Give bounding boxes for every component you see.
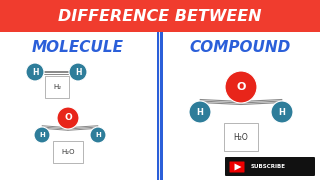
Circle shape <box>189 101 211 123</box>
Circle shape <box>271 101 293 123</box>
Bar <box>157 32 159 180</box>
Bar <box>161 32 163 180</box>
Bar <box>0 32 157 180</box>
Text: H₂O: H₂O <box>234 132 248 141</box>
FancyBboxPatch shape <box>229 161 244 172</box>
Circle shape <box>57 107 79 129</box>
Text: MOLECULE: MOLECULE <box>32 39 124 55</box>
Text: H: H <box>196 107 204 116</box>
Text: H: H <box>95 132 101 138</box>
Text: H₂O: H₂O <box>61 149 75 155</box>
Text: O: O <box>236 82 246 92</box>
FancyBboxPatch shape <box>225 157 315 176</box>
Circle shape <box>225 71 257 103</box>
Bar <box>0 0 320 32</box>
Text: H₂: H₂ <box>53 84 61 90</box>
Text: H: H <box>32 68 38 76</box>
Text: O: O <box>64 114 72 123</box>
Circle shape <box>90 127 106 143</box>
Text: H: H <box>39 132 45 138</box>
Text: H: H <box>75 68 81 76</box>
Circle shape <box>34 127 50 143</box>
Text: DIFFERENCE BETWEEN: DIFFERENCE BETWEEN <box>58 8 262 24</box>
Circle shape <box>69 63 87 81</box>
Polygon shape <box>235 163 242 170</box>
Text: SUBSCRIBE: SUBSCRIBE <box>251 164 285 169</box>
Bar <box>163 32 320 180</box>
Text: COMPOUND: COMPOUND <box>189 39 291 55</box>
Circle shape <box>26 63 44 81</box>
Text: H: H <box>279 107 285 116</box>
